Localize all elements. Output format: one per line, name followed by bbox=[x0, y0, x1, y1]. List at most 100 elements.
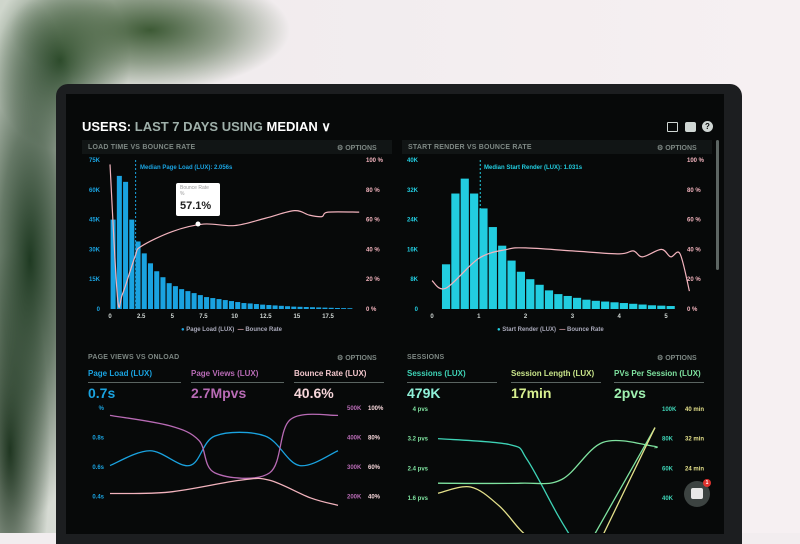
y-tick-left: 30K bbox=[89, 247, 101, 253]
y-tick-left: 4 pvs bbox=[413, 407, 429, 413]
histogram-bar bbox=[297, 306, 303, 309]
histogram-bar bbox=[554, 294, 563, 309]
start-render-options-button[interactable]: ⚙ OPTIONS bbox=[657, 145, 697, 152]
histogram-bar bbox=[253, 304, 259, 309]
histogram-bar bbox=[216, 299, 222, 309]
metric-sessions-label: Sessions (LUX) bbox=[407, 369, 466, 378]
histogram-bar bbox=[222, 300, 228, 309]
y-tick-left: 0.4s bbox=[92, 495, 104, 501]
x-tick: 7.5 bbox=[199, 314, 208, 320]
histogram-bar bbox=[303, 307, 309, 309]
histogram-bar bbox=[341, 308, 347, 309]
y-tick-left: 15K bbox=[89, 277, 101, 283]
sessions-options-button[interactable]: ⚙ OPTIONS bbox=[657, 355, 697, 362]
help-icon[interactable]: ? bbox=[702, 121, 713, 132]
x-tick: 4 bbox=[618, 314, 622, 320]
y-tick-right: 200K bbox=[347, 495, 362, 501]
y-tick-left: 24K bbox=[407, 218, 419, 224]
y-tick-left: 3.2 pvs bbox=[408, 437, 429, 443]
y-tick-left: 32K bbox=[407, 188, 419, 194]
y-tick-right: 80 % bbox=[366, 188, 380, 194]
y-tick-left: 0.8s bbox=[92, 436, 104, 442]
y-tick-right: 24 min bbox=[685, 466, 704, 472]
y-tick-left: 2.4 pvs bbox=[408, 466, 429, 472]
scrollbar[interactable] bbox=[716, 140, 719, 270]
x-tick: 1 bbox=[477, 314, 481, 320]
histogram-bar bbox=[228, 301, 234, 309]
x-tick: 15 bbox=[294, 314, 301, 320]
median-start-render-label: Median Start Render (LUX): 1.031s bbox=[484, 165, 583, 171]
histogram-bar bbox=[610, 302, 619, 309]
chevron-down-icon[interactable]: ∨ bbox=[321, 119, 331, 134]
histogram-bar bbox=[657, 305, 666, 309]
y-tick-right: 80 % bbox=[687, 188, 701, 194]
histogram-bar bbox=[334, 308, 340, 309]
image-icon[interactable] bbox=[685, 122, 696, 132]
y-tick-right: 40K bbox=[662, 496, 674, 502]
y-tick-right: 300K bbox=[347, 465, 362, 471]
bounce-rate-line bbox=[109, 164, 360, 308]
metric-page-load-label: Page Load (LUX) bbox=[88, 369, 153, 378]
dashboard-title[interactable]: USERS: LAST 7 DAYS USING MEDIAN ∨ bbox=[82, 119, 331, 135]
load-time-options-button[interactable]: ⚙ OPTIONS bbox=[337, 145, 377, 152]
y-tick-right: 20 % bbox=[687, 277, 701, 283]
histogram-bar bbox=[160, 277, 166, 309]
histogram-bar bbox=[582, 299, 591, 309]
dashboard-screen bbox=[66, 94, 724, 534]
page-views-options-button[interactable]: ⚙ OPTIONS bbox=[337, 355, 377, 362]
start-render-legend: ● Start Render (LUX) — Bounce Rate bbox=[497, 327, 604, 333]
bounce-rate-line bbox=[431, 247, 690, 292]
series-line bbox=[109, 413, 339, 479]
y-tick-right: 400K bbox=[347, 436, 362, 442]
tooltip-title: Bounce Rate bbox=[180, 185, 209, 191]
legend-bounce-rate: Bounce Rate bbox=[566, 327, 604, 333]
monitor-icon[interactable] bbox=[667, 122, 678, 132]
histogram-bar bbox=[666, 306, 675, 309]
histogram-bar bbox=[619, 303, 628, 309]
histogram-bar bbox=[247, 303, 253, 309]
tooltip-unit: % bbox=[180, 191, 185, 197]
histogram-bar bbox=[479, 208, 488, 309]
metric-page-load-value: 0.7s bbox=[88, 385, 116, 401]
load-time-legend: ● Page Load (LUX) — Bounce Rate bbox=[181, 327, 283, 333]
histogram-bar bbox=[638, 304, 647, 309]
histogram-bar bbox=[197, 295, 203, 309]
histogram-bar bbox=[154, 271, 160, 309]
y-tick-left: 0 bbox=[97, 307, 101, 313]
metric-pvs-value: 2pvs bbox=[614, 385, 646, 401]
histogram-bar bbox=[260, 304, 266, 309]
histogram-bar bbox=[266, 305, 272, 309]
tooltip-value: 57.1% bbox=[180, 200, 212, 212]
histogram-bar bbox=[601, 301, 610, 309]
title-stat: MEDIAN bbox=[266, 119, 318, 134]
y-tick-right: 0 % bbox=[366, 307, 377, 313]
x-tick: 2.5 bbox=[137, 314, 146, 320]
histogram-bar bbox=[488, 227, 497, 309]
y-tick-left: % bbox=[99, 406, 105, 412]
y-tick-left: 1.6 pvs bbox=[408, 496, 429, 502]
chat-icon bbox=[691, 488, 703, 499]
histogram-bar bbox=[210, 298, 216, 309]
legend-start-render: Start Render (LUX) bbox=[502, 327, 556, 333]
histogram-bar bbox=[629, 303, 638, 309]
histogram-bar bbox=[309, 307, 315, 309]
histogram-bar bbox=[110, 219, 116, 309]
metric-session-length-label: Session Length (LUX) bbox=[511, 369, 595, 378]
histogram-bar bbox=[285, 306, 291, 309]
series-line bbox=[603, 427, 656, 533]
histogram-bar bbox=[179, 289, 185, 309]
histogram-bar bbox=[147, 263, 154, 309]
start-render-title: START RENDER VS BOUNCE RATE bbox=[408, 144, 532, 151]
histogram-bar bbox=[507, 260, 516, 309]
histogram-bar bbox=[272, 305, 278, 309]
sessions-title: SESSIONS bbox=[407, 354, 445, 361]
y-tick-left: 16K bbox=[407, 247, 419, 253]
histogram-bar bbox=[204, 297, 210, 309]
histogram-bar bbox=[241, 303, 247, 309]
legend-bounce-rate: Bounce Rate bbox=[245, 327, 283, 333]
y-tick-left: 40K bbox=[407, 158, 419, 164]
y-tick-right: 60% bbox=[368, 465, 381, 471]
y-tick-left: 8K bbox=[410, 277, 418, 283]
series-line bbox=[437, 439, 658, 485]
